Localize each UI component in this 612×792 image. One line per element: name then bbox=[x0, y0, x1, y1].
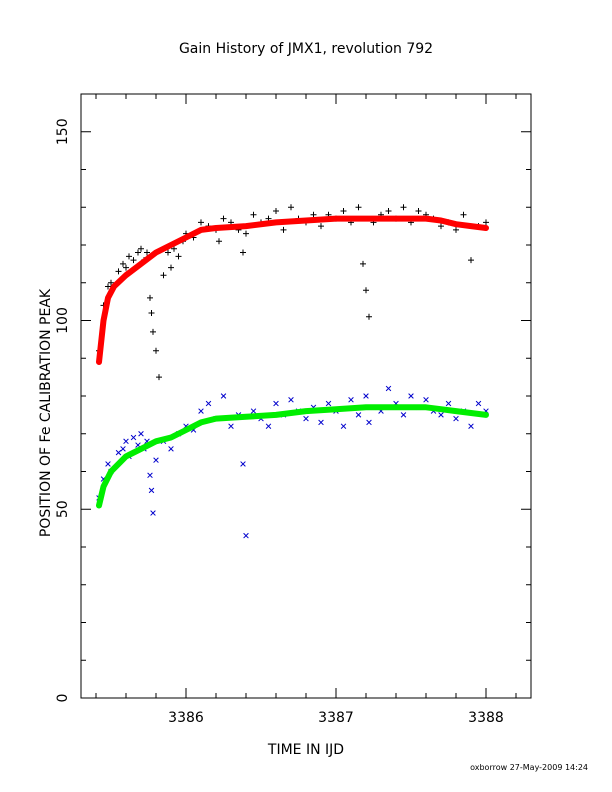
x-tick-label: 3386 bbox=[168, 710, 204, 726]
y-axis-label: POSITION OF Fe CALIBRATION PEAK bbox=[38, 288, 54, 537]
green-fit-line bbox=[96, 404, 489, 509]
x-axis-label: TIME IN IJD bbox=[267, 742, 344, 758]
blue-data-point bbox=[250, 408, 257, 414]
black-data-point bbox=[355, 204, 362, 211]
black-data-point bbox=[168, 264, 174, 271]
black-data-point bbox=[385, 208, 392, 215]
black-data-point bbox=[280, 226, 287, 233]
blue-data-point bbox=[115, 449, 122, 456]
black-data-point bbox=[150, 328, 156, 335]
black-data-point bbox=[160, 272, 167, 279]
blue-data-point bbox=[366, 419, 372, 426]
black-data-point bbox=[120, 260, 126, 267]
blue-data-point bbox=[468, 423, 474, 429]
footer-credit: oxborrow 27-May-2009 14:24 bbox=[470, 763, 588, 772]
blue-data-point bbox=[423, 397, 429, 403]
blue-data-point bbox=[123, 438, 129, 445]
blue-data-point bbox=[240, 461, 246, 467]
blue-data-point bbox=[408, 393, 414, 399]
blue-data-point bbox=[153, 457, 159, 463]
y-tick-label: 100 bbox=[55, 307, 71, 334]
black-data-point bbox=[366, 313, 372, 320]
blue-data-point bbox=[243, 532, 249, 539]
black-data-point bbox=[400, 204, 407, 211]
blue-data-point bbox=[265, 423, 272, 429]
black-data-point bbox=[438, 223, 444, 230]
black-data-point bbox=[108, 279, 114, 286]
black-data-point bbox=[240, 249, 246, 256]
plot-frame bbox=[80, 93, 532, 699]
blue-data-point bbox=[475, 400, 482, 407]
black-data-point bbox=[147, 294, 153, 301]
black-data-point bbox=[360, 260, 366, 267]
blue-data-point bbox=[348, 397, 354, 403]
blue-data-point bbox=[205, 400, 212, 407]
black-data-point bbox=[216, 238, 222, 245]
blue-data-point bbox=[148, 487, 155, 494]
black-data-point bbox=[123, 264, 129, 271]
black-data-point bbox=[130, 257, 137, 264]
blue-data-point bbox=[400, 412, 407, 418]
blue-data-point bbox=[355, 412, 362, 418]
blue-data-point bbox=[198, 408, 204, 414]
black-data-point bbox=[153, 347, 159, 354]
blue-data-point bbox=[228, 423, 234, 429]
y-tick-label: 0 bbox=[55, 694, 71, 703]
black-data-point bbox=[148, 309, 155, 316]
blue-data-point bbox=[273, 400, 279, 407]
black-data-point bbox=[105, 283, 111, 290]
black-data-point bbox=[415, 208, 422, 215]
blue-data-point bbox=[147, 472, 153, 479]
blue-data-point bbox=[220, 393, 227, 399]
x-tick-label: 3388 bbox=[468, 710, 504, 726]
black-data-point bbox=[483, 219, 489, 226]
black-data-point bbox=[310, 211, 317, 218]
blue-data-point bbox=[105, 461, 111, 467]
blue-data-point bbox=[150, 510, 156, 516]
black-data-point bbox=[363, 287, 369, 294]
black-data-point bbox=[165, 249, 171, 256]
black-data-point bbox=[135, 249, 141, 256]
blue-data-point bbox=[340, 423, 347, 429]
black-data-point bbox=[318, 223, 324, 230]
black-data-point bbox=[138, 245, 144, 252]
blue-data-point bbox=[363, 393, 369, 399]
red-fit-line bbox=[96, 215, 489, 365]
blue-data-point bbox=[168, 446, 174, 452]
blue-data-point bbox=[445, 400, 452, 407]
blue-data-point bbox=[138, 430, 144, 437]
black-data-point bbox=[175, 253, 182, 260]
black-data-point bbox=[460, 211, 467, 218]
black-data-point bbox=[453, 226, 459, 233]
blue-data-point bbox=[120, 446, 126, 452]
black-data-point bbox=[250, 211, 257, 218]
black-data-point bbox=[144, 249, 150, 256]
blue-data-point bbox=[130, 434, 137, 441]
blue-data-point bbox=[385, 385, 392, 392]
black-data-point bbox=[156, 374, 162, 381]
black-data-point bbox=[220, 215, 227, 222]
black-data-point bbox=[198, 219, 204, 226]
black-data-point bbox=[273, 208, 279, 215]
black-data-point bbox=[126, 253, 132, 260]
blue-data-point bbox=[453, 415, 459, 422]
blue-data-point bbox=[318, 419, 324, 426]
black-data-point bbox=[340, 208, 347, 215]
blue-data-point bbox=[438, 412, 444, 418]
blue-data-point bbox=[288, 397, 294, 403]
black-data-point bbox=[288, 204, 294, 211]
black-data-point bbox=[243, 230, 249, 237]
y-tick-label: 50 bbox=[55, 500, 71, 518]
blue-data-point bbox=[303, 415, 309, 422]
black-data-point bbox=[468, 257, 474, 264]
y-tick-label: 150 bbox=[55, 118, 71, 145]
black-data-point bbox=[115, 268, 122, 275]
chart-title: Gain History of JMX1, revolution 792 bbox=[179, 41, 433, 57]
x-tick-label: 3387 bbox=[318, 710, 354, 726]
blue-data-point bbox=[325, 400, 332, 407]
